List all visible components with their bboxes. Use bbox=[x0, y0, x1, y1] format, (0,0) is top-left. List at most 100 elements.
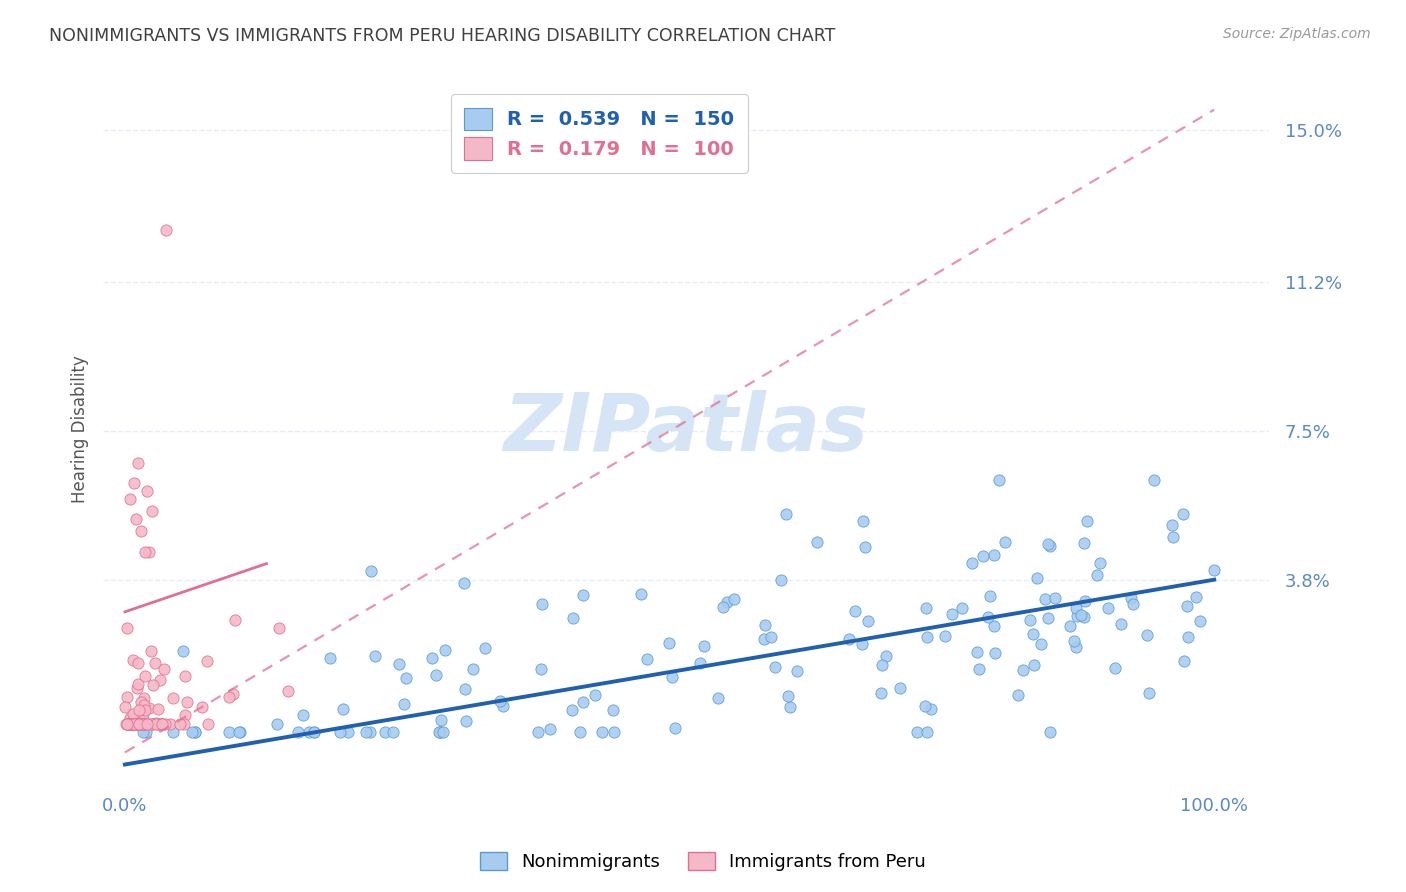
Point bbox=[172, 644, 194, 658]
Point bbox=[661, 670, 683, 684]
Point bbox=[1136, 628, 1159, 642]
Point bbox=[778, 689, 800, 703]
Point bbox=[269, 621, 291, 635]
Point bbox=[143, 656, 166, 670]
Point bbox=[149, 673, 172, 687]
Point bbox=[118, 717, 141, 731]
Point bbox=[173, 717, 195, 731]
Point bbox=[432, 725, 454, 739]
Point bbox=[1064, 600, 1087, 615]
Point bbox=[277, 683, 299, 698]
Point bbox=[381, 725, 404, 739]
Point bbox=[461, 662, 484, 676]
Point bbox=[120, 717, 142, 731]
Point bbox=[146, 702, 169, 716]
Point bbox=[1202, 564, 1225, 578]
Point bbox=[1036, 537, 1059, 551]
Point bbox=[145, 715, 167, 730]
Point bbox=[149, 717, 172, 731]
Point bbox=[134, 717, 156, 731]
Point bbox=[1022, 627, 1045, 641]
Point bbox=[115, 717, 138, 731]
Point bbox=[135, 725, 157, 739]
Point bbox=[132, 717, 155, 731]
Point bbox=[176, 695, 198, 709]
Point bbox=[754, 617, 776, 632]
Point bbox=[134, 717, 156, 731]
Point bbox=[125, 681, 148, 696]
Point bbox=[454, 714, 477, 729]
Point bbox=[139, 644, 162, 658]
Point bbox=[433, 643, 456, 657]
Point bbox=[150, 717, 173, 731]
Point bbox=[122, 653, 145, 667]
Point bbox=[706, 690, 728, 705]
Point bbox=[941, 607, 963, 621]
Point bbox=[583, 688, 606, 702]
Point bbox=[561, 610, 583, 624]
Point bbox=[723, 591, 745, 606]
Point bbox=[127, 717, 149, 731]
Point bbox=[124, 717, 146, 731]
Point bbox=[124, 717, 146, 731]
Point bbox=[1185, 591, 1208, 605]
Point bbox=[162, 690, 184, 705]
Point bbox=[870, 686, 893, 700]
Point bbox=[115, 621, 138, 635]
Point bbox=[138, 701, 160, 715]
Text: Source: ZipAtlas.com: Source: ZipAtlas.com bbox=[1223, 27, 1371, 41]
Point bbox=[127, 456, 149, 470]
Point bbox=[134, 714, 156, 728]
Point bbox=[131, 717, 153, 731]
Point bbox=[427, 725, 450, 739]
Point bbox=[591, 725, 613, 739]
Point bbox=[1063, 634, 1085, 648]
Point bbox=[429, 724, 451, 739]
Point bbox=[162, 725, 184, 739]
Point bbox=[1066, 609, 1088, 624]
Point bbox=[360, 564, 382, 578]
Point bbox=[530, 597, 553, 611]
Point bbox=[1189, 615, 1212, 629]
Point bbox=[337, 725, 360, 739]
Point bbox=[1090, 556, 1112, 570]
Point bbox=[870, 657, 893, 672]
Point bbox=[1085, 568, 1108, 582]
Point bbox=[994, 535, 1017, 549]
Point bbox=[304, 725, 326, 739]
Point bbox=[770, 573, 793, 587]
Point bbox=[1029, 637, 1052, 651]
Point bbox=[224, 613, 246, 627]
Point bbox=[136, 717, 159, 731]
Point bbox=[125, 512, 148, 526]
Point bbox=[128, 717, 150, 731]
Point bbox=[844, 604, 866, 618]
Point bbox=[228, 725, 250, 739]
Point bbox=[527, 725, 550, 739]
Point bbox=[966, 645, 988, 659]
Point bbox=[1097, 601, 1119, 615]
Point bbox=[184, 725, 207, 739]
Point bbox=[122, 476, 145, 491]
Point bbox=[138, 544, 160, 558]
Point bbox=[395, 671, 418, 685]
Point bbox=[763, 660, 786, 674]
Point bbox=[127, 717, 149, 731]
Point bbox=[1137, 686, 1160, 700]
Point bbox=[851, 637, 873, 651]
Point bbox=[128, 717, 150, 731]
Point bbox=[972, 549, 994, 563]
Point bbox=[1143, 473, 1166, 487]
Point bbox=[132, 717, 155, 731]
Point bbox=[853, 541, 876, 555]
Point bbox=[1119, 591, 1142, 605]
Point bbox=[145, 717, 167, 731]
Point bbox=[1019, 613, 1042, 627]
Point bbox=[120, 492, 142, 507]
Point bbox=[115, 717, 138, 731]
Point bbox=[222, 687, 245, 701]
Point bbox=[786, 664, 808, 678]
Point bbox=[1039, 725, 1062, 739]
Point bbox=[364, 649, 387, 664]
Point bbox=[934, 629, 956, 643]
